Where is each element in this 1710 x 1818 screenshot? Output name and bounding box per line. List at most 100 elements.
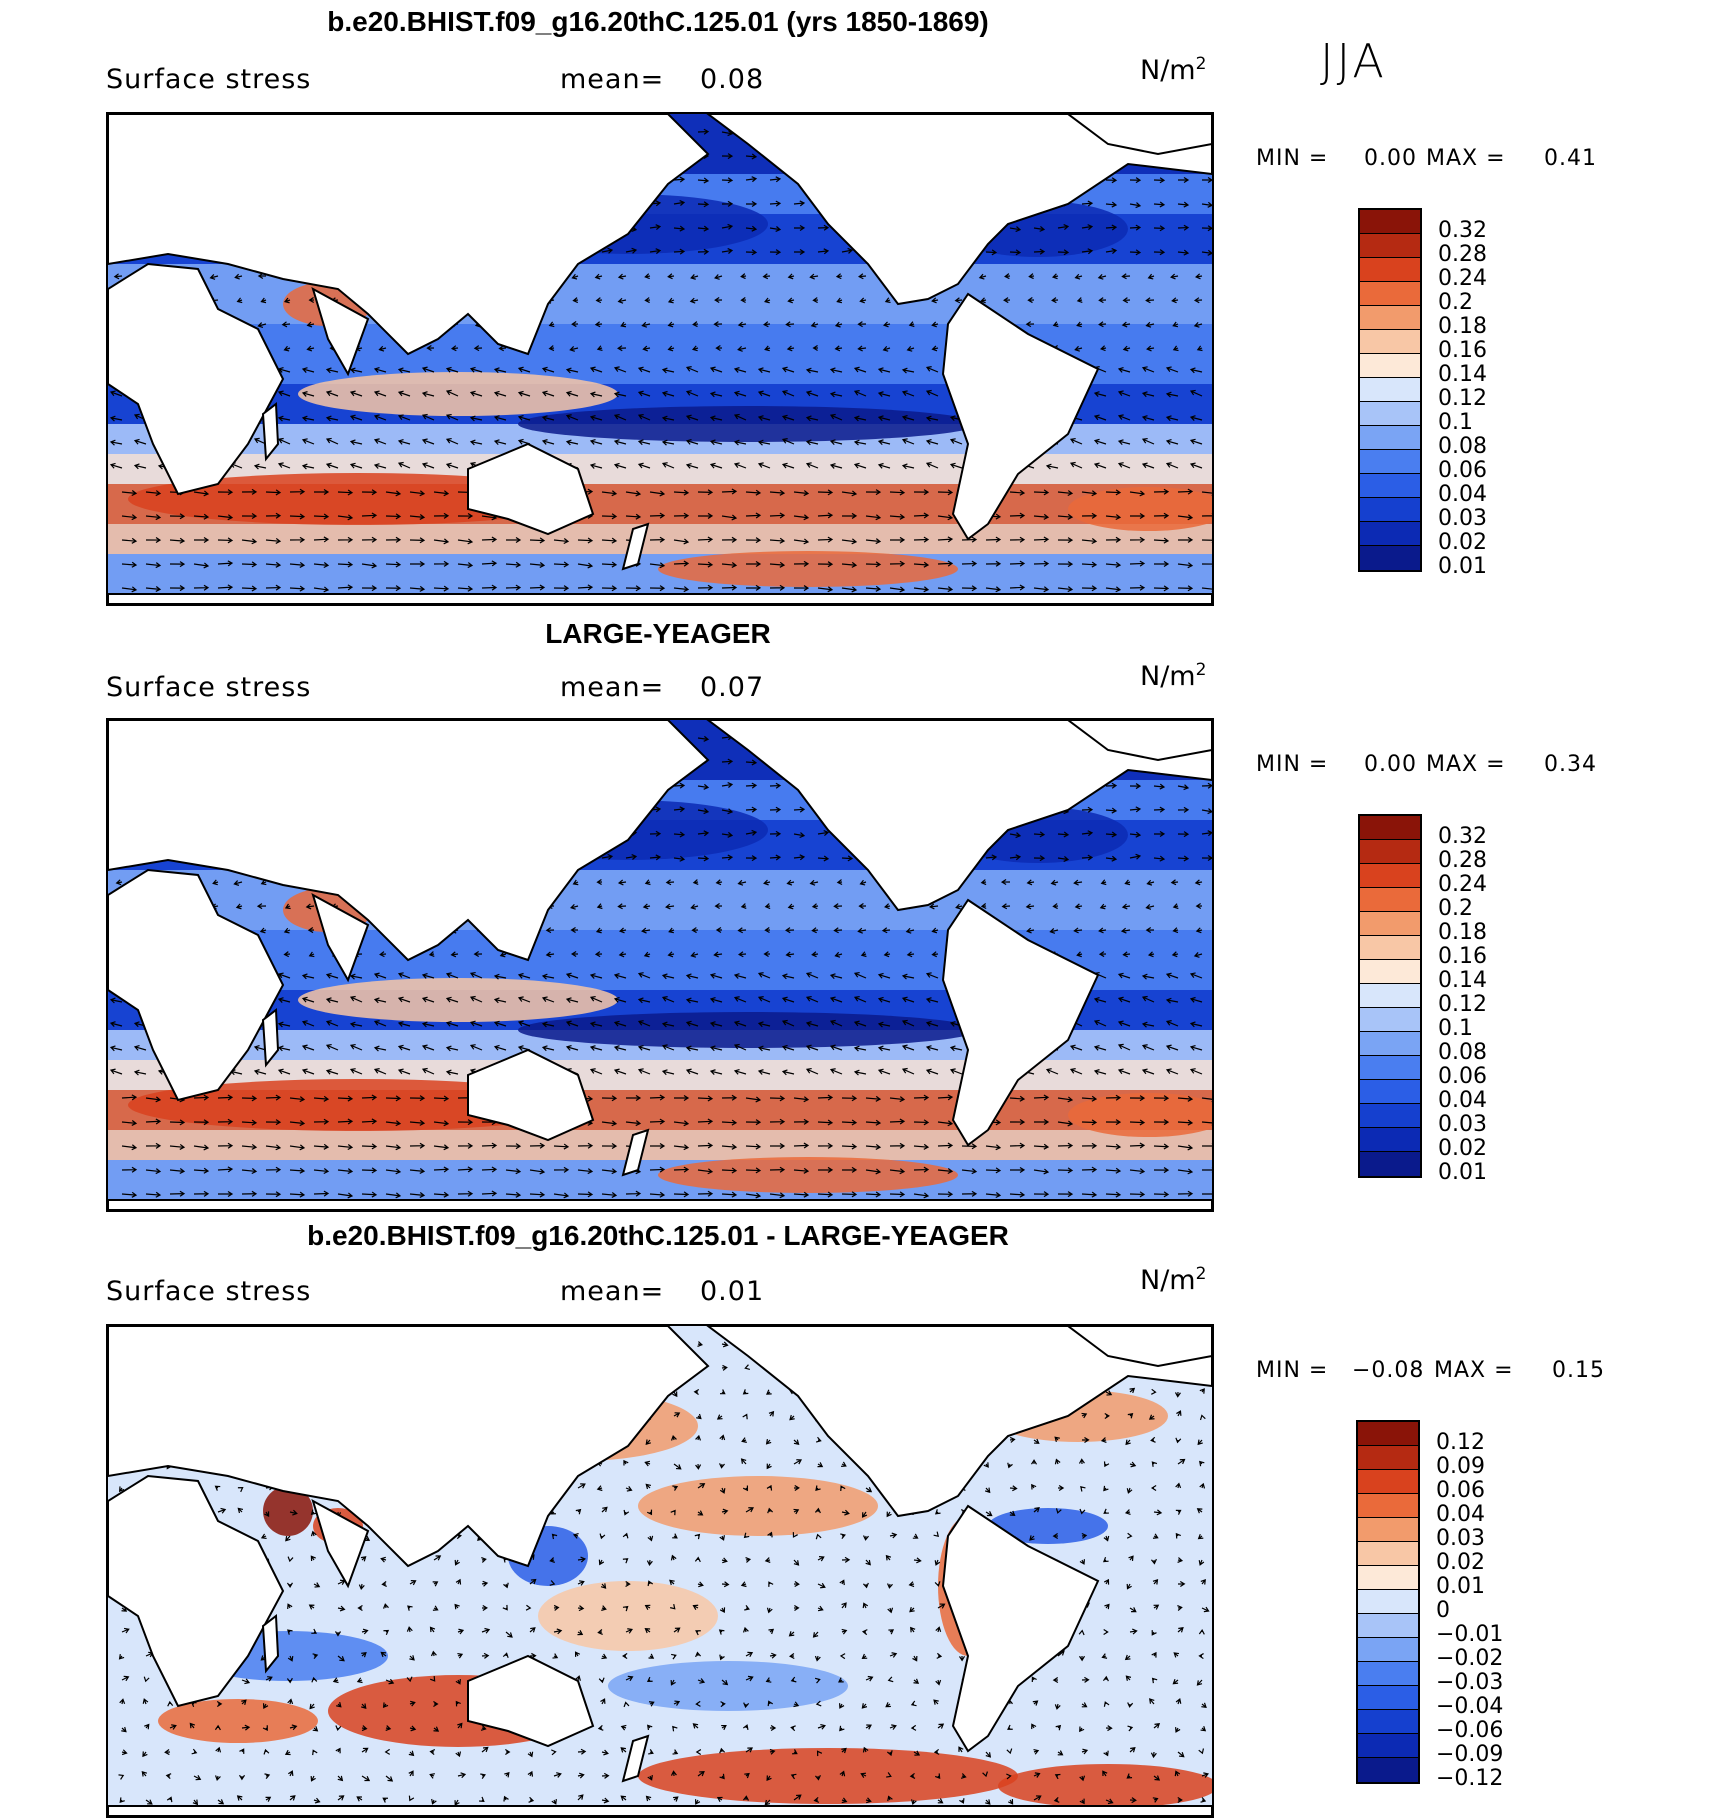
wind-stress-vector <box>241 1119 258 1126</box>
wind-stress-vector <box>373 1020 387 1027</box>
colorbar-label: 0.14 <box>1438 362 1487 387</box>
wind-stress-vector <box>719 1747 726 1754</box>
wind-stress-vector <box>793 854 806 861</box>
wind-stress-vector <box>757 972 771 979</box>
wind-stress-vector <box>766 1775 772 1782</box>
wind-stress-vector <box>757 462 771 469</box>
wind-stress-vector <box>786 879 795 886</box>
wind-stress-vector <box>925 972 939 979</box>
wind-stress-vector <box>1105 201 1118 208</box>
coastline-greenland <box>1066 720 1212 762</box>
wind-stress-vector <box>1174 1770 1181 1777</box>
colorbar <box>1358 208 1422 572</box>
wind-stress-vector <box>985 854 998 861</box>
wind-stress-vector <box>1201 855 1212 862</box>
wind-stress-vector <box>673 1700 681 1706</box>
wind-stress-vector <box>1165 439 1179 445</box>
wind-stress-vector <box>954 297 963 304</box>
mean-value: 0.07 <box>700 672 765 703</box>
wind-stress-vector <box>310 1530 317 1537</box>
wind-stress-vector <box>1093 391 1107 397</box>
wind-stress-vector <box>865 1724 872 1730</box>
wind-stress-vector <box>481 1557 487 1563</box>
wind-stress-vector <box>1081 224 1094 231</box>
wind-stress-vector <box>781 462 795 469</box>
wind-stress-vector <box>409 1725 417 1732</box>
wind-stress-vector <box>637 439 651 446</box>
wind-stress-vector <box>685 414 699 421</box>
wind-stress-vector <box>763 879 771 886</box>
wind-stress-vector <box>767 1531 773 1538</box>
wind-stress-vector <box>661 462 675 469</box>
wind-stress-vector <box>781 996 795 1003</box>
wind-stress-vector <box>1145 297 1155 304</box>
wind-stress-vector <box>281 321 291 328</box>
wind-stress-vector <box>764 297 771 304</box>
field-blob <box>658 551 958 587</box>
wind-stress-vector <box>769 1095 786 1102</box>
wind-stress-vector <box>1120 927 1131 934</box>
wind-stress-vector <box>1104 1603 1110 1610</box>
wind-stress-vector <box>671 1653 677 1660</box>
wind-stress-vector <box>361 585 378 592</box>
wind-stress-vector <box>649 1191 666 1198</box>
wind-stress-vector <box>1189 972 1203 979</box>
wind-stress-vector <box>829 391 843 398</box>
wind-stress-vector <box>697 1581 704 1588</box>
colorbar-box <box>1360 498 1420 522</box>
wind-stress-vector <box>1124 1654 1131 1661</box>
wind-stress-vector <box>1057 1096 1074 1103</box>
wind-stress-vector <box>360 1556 367 1562</box>
wind-stress-vector <box>644 1627 651 1634</box>
wind-stress-vector <box>839 1653 846 1660</box>
wind-stress-vector <box>493 390 507 397</box>
wind-stress-vector <box>787 273 795 280</box>
wind-stress-vector <box>493 367 507 374</box>
wind-stress-vector <box>695 1463 702 1470</box>
wind-stress-vector <box>517 414 531 421</box>
wind-stress-vector <box>1189 438 1203 445</box>
wind-stress-vector <box>145 562 162 569</box>
wind-stress-vector <box>239 1748 245 1754</box>
stress-map <box>106 718 1214 1212</box>
wind-stress-vector <box>421 996 435 1003</box>
wind-stress-vector <box>1193 297 1203 304</box>
wind-stress-vector <box>697 1678 706 1684</box>
wind-stress-vector <box>312 1653 319 1660</box>
wind-stress-vector <box>766 1484 773 1491</box>
wind-stress-vector <box>757 439 771 446</box>
wind-stress-vector <box>408 1795 415 1802</box>
colorbar <box>1358 814 1422 1178</box>
wind-stress-vector <box>1033 1191 1050 1198</box>
wind-stress-vector <box>1128 1555 1134 1561</box>
wind-stress-vector <box>861 1511 868 1518</box>
wind-stress-vector <box>577 1168 594 1175</box>
wind-stress-vector <box>502 1652 509 1658</box>
wind-stress-vector <box>1081 561 1098 568</box>
wind-stress-vector <box>1100 345 1107 352</box>
wind-stress-vector <box>937 1723 945 1729</box>
wind-stress-vector <box>577 1142 594 1149</box>
wind-stress-vector <box>673 1120 690 1127</box>
wind-stress-vector <box>622 1605 629 1612</box>
wind-stress-vector <box>1201 1702 1207 1708</box>
wind-stress-vector <box>642 903 651 910</box>
wind-stress-vector <box>1105 1191 1122 1198</box>
wind-stress-vector <box>721 536 738 543</box>
wind-stress-vector <box>959 1655 966 1662</box>
wind-stress-vector <box>1201 1120 1212 1126</box>
wind-stress-vector <box>1201 1143 1212 1149</box>
wind-stress-vector <box>853 995 867 1003</box>
wind-stress-vector <box>1201 201 1212 208</box>
wind-stress-vector <box>565 390 579 397</box>
wind-stress-vector <box>1057 490 1074 497</box>
wind-stress-vector <box>673 489 690 496</box>
wind-stress-vector <box>714 297 723 304</box>
wind-stress-vector <box>601 1653 608 1660</box>
wind-stress-vector <box>457 1772 467 1779</box>
wind-stress-vector <box>1201 249 1212 256</box>
wind-stress-vector <box>757 415 771 421</box>
wind-stress-vector <box>695 1630 701 1636</box>
wind-stress-vector <box>841 1461 847 1467</box>
wind-stress-vector <box>121 1094 138 1101</box>
